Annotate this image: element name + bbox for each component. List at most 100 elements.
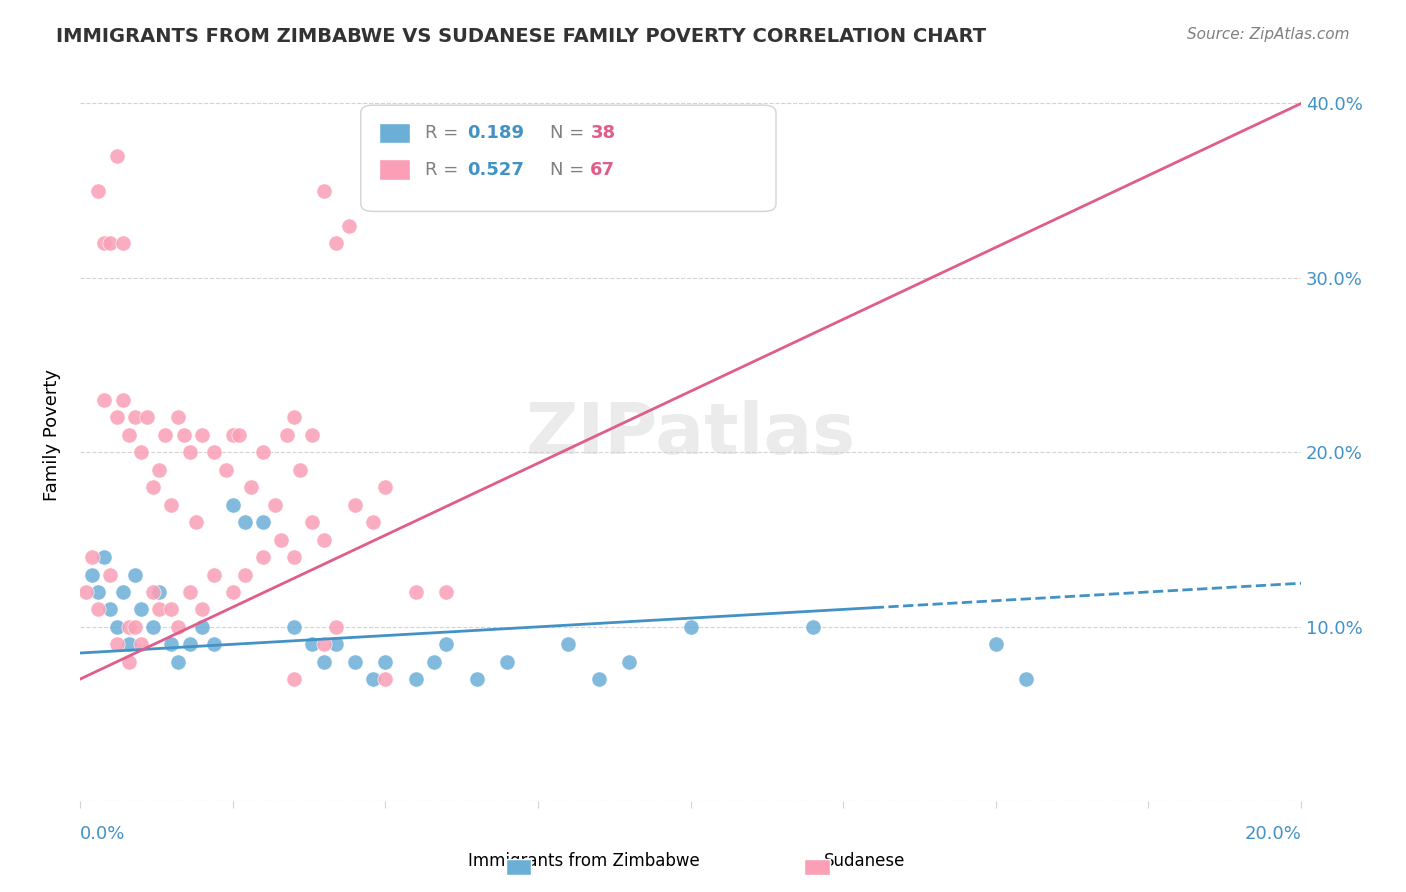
- Text: R =: R =: [426, 124, 464, 142]
- Point: [325, 637, 347, 651]
- Text: Sudanese: Sudanese: [824, 852, 905, 870]
- Point: [136, 410, 159, 425]
- Point: [166, 655, 188, 669]
- Point: [361, 672, 384, 686]
- Point: [221, 498, 243, 512]
- Point: [202, 567, 225, 582]
- Point: [264, 498, 287, 512]
- Point: [325, 235, 347, 250]
- Point: [184, 515, 207, 529]
- Point: [93, 392, 115, 407]
- Point: [105, 149, 128, 163]
- Point: [160, 637, 183, 651]
- FancyBboxPatch shape: [380, 160, 409, 180]
- Point: [142, 620, 165, 634]
- Point: [984, 637, 1007, 651]
- Point: [283, 672, 305, 686]
- Text: Immigrants from Zimbabwe: Immigrants from Zimbabwe: [468, 852, 699, 870]
- Text: N =: N =: [550, 124, 591, 142]
- Point: [221, 428, 243, 442]
- Point: [173, 428, 195, 442]
- Point: [434, 637, 457, 651]
- Point: [111, 585, 134, 599]
- Point: [191, 602, 214, 616]
- Point: [325, 620, 347, 634]
- Point: [105, 410, 128, 425]
- Point: [166, 620, 188, 634]
- Point: [166, 410, 188, 425]
- Point: [496, 655, 519, 669]
- Point: [343, 655, 366, 669]
- Point: [129, 602, 152, 616]
- Point: [148, 463, 170, 477]
- Text: 38: 38: [591, 124, 616, 142]
- Point: [124, 410, 146, 425]
- Point: [179, 585, 201, 599]
- Point: [283, 620, 305, 634]
- Point: [202, 637, 225, 651]
- Point: [191, 620, 214, 634]
- Point: [374, 655, 396, 669]
- Point: [129, 445, 152, 459]
- Point: [105, 620, 128, 634]
- Point: [405, 672, 427, 686]
- Point: [191, 428, 214, 442]
- Point: [148, 602, 170, 616]
- Point: [270, 533, 292, 547]
- Point: [148, 585, 170, 599]
- Point: [405, 585, 427, 599]
- Text: 20.0%: 20.0%: [1244, 825, 1301, 843]
- Text: 67: 67: [591, 161, 616, 178]
- Point: [118, 428, 141, 442]
- Point: [588, 672, 610, 686]
- Point: [301, 637, 323, 651]
- Text: 0.189: 0.189: [467, 124, 524, 142]
- Point: [557, 637, 579, 651]
- Point: [221, 585, 243, 599]
- Point: [619, 655, 641, 669]
- Point: [87, 585, 110, 599]
- Point: [124, 620, 146, 634]
- Point: [434, 585, 457, 599]
- Point: [80, 550, 103, 565]
- Point: [374, 480, 396, 494]
- Point: [215, 463, 238, 477]
- Text: 0.0%: 0.0%: [80, 825, 125, 843]
- Point: [100, 602, 122, 616]
- Point: [160, 498, 183, 512]
- Point: [314, 655, 336, 669]
- Point: [142, 585, 165, 599]
- Point: [142, 480, 165, 494]
- Point: [75, 585, 97, 599]
- Point: [252, 515, 274, 529]
- Point: [301, 515, 323, 529]
- Point: [1015, 672, 1038, 686]
- Point: [343, 498, 366, 512]
- Text: ZIPatlas: ZIPatlas: [526, 401, 856, 469]
- Text: N =: N =: [550, 161, 591, 178]
- Point: [337, 219, 360, 233]
- Point: [179, 445, 201, 459]
- Point: [100, 567, 122, 582]
- Text: Source: ZipAtlas.com: Source: ZipAtlas.com: [1187, 27, 1350, 42]
- Point: [283, 550, 305, 565]
- Text: IMMIGRANTS FROM ZIMBABWE VS SUDANESE FAMILY POVERTY CORRELATION CHART: IMMIGRANTS FROM ZIMBABWE VS SUDANESE FAM…: [56, 27, 987, 45]
- Point: [252, 445, 274, 459]
- Point: [233, 567, 256, 582]
- Point: [801, 620, 824, 634]
- Point: [288, 463, 311, 477]
- Y-axis label: Family Poverty: Family Poverty: [44, 369, 60, 501]
- Point: [233, 515, 256, 529]
- Point: [314, 184, 336, 198]
- Point: [124, 567, 146, 582]
- Point: [374, 672, 396, 686]
- Point: [160, 602, 183, 616]
- Point: [111, 235, 134, 250]
- Point: [314, 637, 336, 651]
- Point: [111, 392, 134, 407]
- Point: [155, 428, 177, 442]
- Point: [179, 637, 201, 651]
- Point: [93, 550, 115, 565]
- FancyBboxPatch shape: [380, 123, 409, 144]
- Point: [228, 428, 250, 442]
